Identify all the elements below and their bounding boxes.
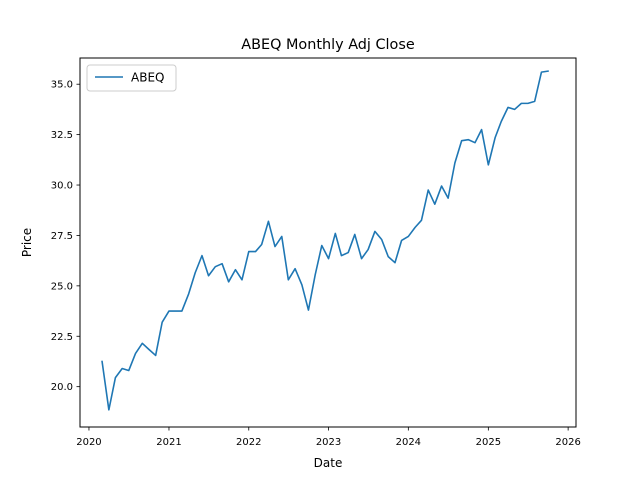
x-axis: 2020 2021 2022 2023 2024 2025 2026 (76, 427, 581, 448)
data-point (188, 293, 190, 295)
y-tick-label: 35.0 (51, 80, 73, 91)
data-point (527, 103, 529, 105)
data-point (321, 245, 323, 247)
chart-title: ABEQ Monthly Adj Close (241, 37, 415, 53)
y-tick-label: 22.5 (51, 332, 73, 343)
data-point (208, 275, 210, 277)
legend-label: ABEQ (131, 71, 164, 85)
data-point (494, 137, 496, 139)
data-point (421, 220, 423, 222)
y-axis: 20.0 22.5 25.0 27.5 30.0 32.5 35.0 (51, 80, 80, 393)
x-tick-label: 2021 (156, 437, 181, 448)
data-point (235, 269, 237, 271)
data-point (128, 370, 130, 372)
data-point (108, 409, 110, 411)
y-tick-label: 32.5 (51, 130, 73, 141)
data-point (268, 221, 270, 223)
data-point (115, 377, 117, 379)
data-point (547, 70, 549, 72)
data-point (467, 139, 469, 141)
data-point (361, 258, 363, 260)
data-point (168, 310, 170, 312)
data-point (121, 368, 123, 370)
data-point (367, 249, 369, 251)
data-point (347, 252, 349, 254)
data-point (201, 255, 203, 257)
data-point (241, 279, 243, 281)
data-point (142, 343, 144, 345)
data-point (181, 310, 183, 312)
plot-area (101, 70, 549, 411)
data-point (541, 71, 543, 73)
data-point (308, 309, 310, 311)
data-point (434, 203, 436, 205)
data-point (194, 272, 196, 274)
data-point (514, 109, 516, 111)
data-point (401, 240, 403, 242)
data-point (155, 355, 157, 357)
data-point (474, 142, 476, 144)
data-point (215, 266, 217, 268)
data-point (101, 361, 103, 363)
data-point (408, 236, 410, 238)
y-tick-label: 20.0 (51, 382, 73, 393)
data-point (454, 162, 456, 164)
data-point (328, 258, 330, 260)
data-point (500, 121, 502, 123)
data-point (281, 236, 283, 238)
data-point (221, 263, 223, 265)
data-point (441, 185, 443, 187)
axes-frame (79, 57, 577, 428)
data-point (427, 189, 429, 191)
data-point (534, 101, 536, 103)
data-point (387, 256, 389, 258)
x-tick-label: 2022 (236, 437, 261, 448)
data-point (461, 140, 463, 142)
y-tick-label: 30.0 (51, 181, 73, 192)
data-point (414, 227, 416, 229)
x-tick-label: 2020 (76, 437, 101, 448)
data-point (228, 281, 230, 283)
data-point (274, 246, 276, 248)
data-point (288, 279, 290, 281)
data-point (255, 251, 257, 253)
data-point (314, 274, 316, 276)
y-axis-label: Price (20, 228, 34, 257)
series-line-abeq (101, 70, 549, 411)
data-point (161, 321, 163, 323)
data-point (488, 164, 490, 166)
data-point (261, 244, 263, 246)
data-point (521, 103, 523, 105)
legend: ABEQ (86, 64, 177, 92)
data-point (341, 255, 343, 257)
data-point (481, 129, 483, 131)
data-point (374, 231, 376, 233)
x-tick-label: 2025 (476, 437, 501, 448)
data-point (354, 234, 356, 236)
data-point (381, 239, 383, 241)
data-point (394, 262, 396, 264)
y-tick-label: 25.0 (51, 281, 73, 292)
data-point (248, 251, 250, 253)
x-tick-label: 2023 (316, 437, 341, 448)
x-tick-label: 2026 (555, 437, 580, 448)
y-tick-label: 27.5 (51, 231, 73, 242)
data-point (301, 284, 303, 286)
x-tick-label: 2024 (396, 437, 421, 448)
data-point (447, 197, 449, 199)
data-point (175, 310, 177, 312)
data-point (294, 268, 296, 270)
x-axis-label: Date (314, 456, 343, 470)
data-point (507, 107, 509, 109)
data-point (335, 233, 337, 235)
legend-frame (86, 64, 177, 92)
data-point (148, 349, 150, 351)
data-point (135, 353, 137, 355)
